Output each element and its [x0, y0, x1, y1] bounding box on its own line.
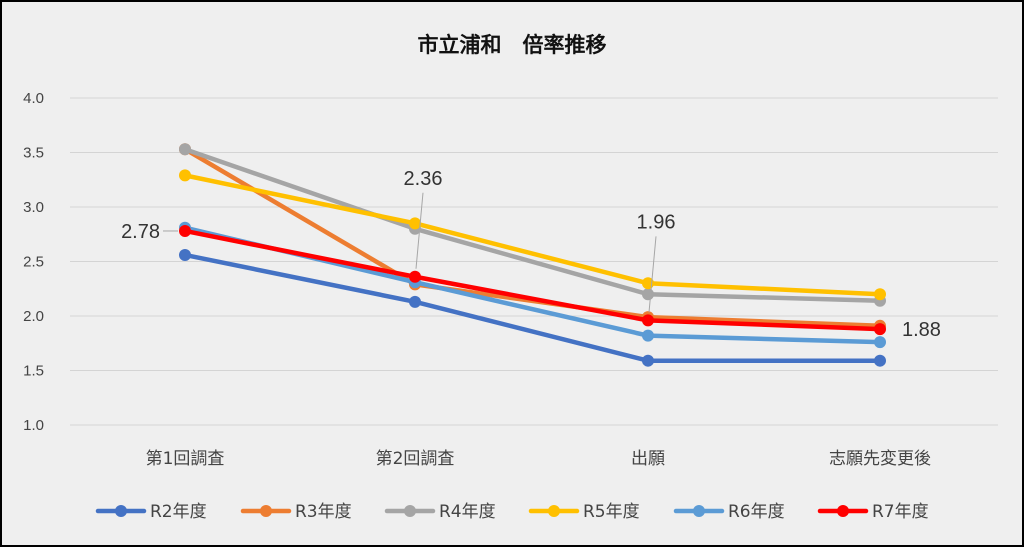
data-point	[409, 270, 421, 283]
y-tick-label: 4.0	[23, 90, 44, 107]
data-point	[642, 354, 654, 367]
x-category-label: 志願先変更後	[829, 449, 931, 469]
legend-label: R6年度	[728, 502, 785, 522]
chart-title: 市立浦和 倍率推移	[418, 33, 607, 57]
data-point	[179, 143, 191, 156]
legend-item: R6年度	[673, 502, 785, 522]
data-label: 1.96	[637, 211, 676, 233]
data-label: 2.78	[121, 221, 160, 243]
data-point	[179, 248, 191, 261]
series-R5年度	[179, 169, 886, 301]
y-tick-label: 2.5	[23, 254, 44, 271]
series-R4年度	[179, 143, 886, 307]
data-point	[179, 224, 191, 237]
legend-marker	[404, 505, 416, 517]
leader-line	[648, 236, 657, 313]
legend-label: R2年度	[150, 502, 207, 522]
legend-item: R4年度	[384, 502, 496, 522]
legend-item: R7年度	[817, 502, 929, 522]
y-tick-label: 3.0	[23, 199, 44, 216]
data-point	[409, 217, 421, 230]
series-R3年度	[179, 143, 886, 332]
x-category-label: 第2回調査	[376, 449, 455, 469]
y-tick-label: 3.5	[23, 145, 44, 162]
legend-label: R3年度	[295, 502, 352, 522]
legend-marker	[548, 505, 560, 517]
series-line	[182, 173, 883, 297]
legend-item: R2年度	[95, 502, 207, 522]
data-point	[179, 169, 191, 182]
series-R7年度	[179, 224, 886, 336]
data-label: 1.88	[902, 319, 941, 341]
legend-marker	[115, 505, 127, 517]
y-tick-label: 1.5	[23, 363, 44, 380]
legend-marker	[837, 505, 849, 517]
x-category-label: 出願	[631, 449, 665, 469]
series-line	[182, 228, 883, 332]
data-point	[642, 329, 654, 342]
data-point	[874, 354, 886, 367]
legend-label: R7年度	[872, 502, 929, 522]
y-tick-label: 2.0	[23, 308, 44, 325]
data-point	[642, 314, 654, 327]
data-point	[409, 295, 421, 308]
legend-item: R5年度	[528, 502, 640, 522]
legend-marker	[260, 505, 272, 517]
legend-item: R3年度	[240, 502, 352, 522]
data-point	[874, 288, 886, 301]
series-line	[182, 146, 883, 303]
legend-marker	[693, 505, 705, 517]
x-category-label: 第1回調査	[146, 449, 225, 469]
data-label: 2.36	[404, 168, 443, 190]
series-R2年度	[179, 248, 886, 367]
data-point	[874, 323, 886, 336]
leader-line	[415, 192, 424, 269]
legend-label: R5年度	[583, 502, 640, 522]
legend-label: R4年度	[439, 502, 496, 522]
data-point	[874, 336, 886, 349]
data-point	[642, 288, 654, 301]
y-tick-label: 1.0	[23, 417, 44, 434]
series-line	[182, 252, 883, 363]
